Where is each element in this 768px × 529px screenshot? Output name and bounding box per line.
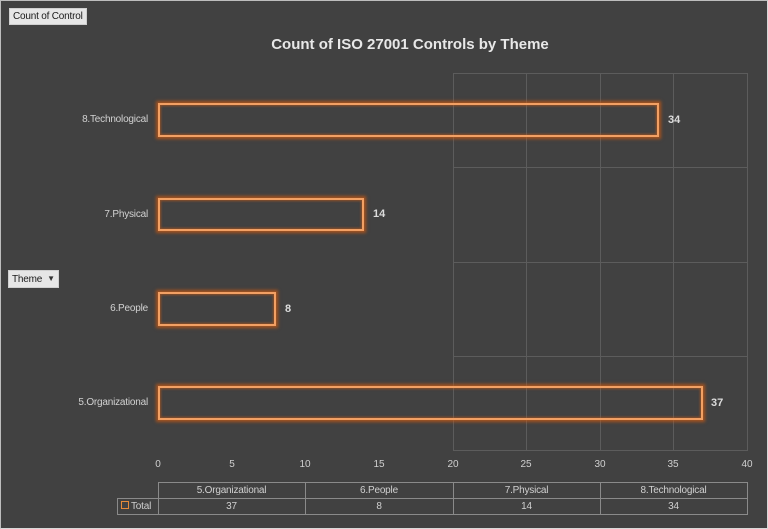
data-table-cell: 37 — [157, 498, 306, 515]
value-field-button[interactable]: Count of Control — [9, 8, 87, 25]
x-tick: 10 — [299, 459, 311, 470]
data-label-physical: 14 — [373, 208, 386, 220]
data-table-header: 6.People — [304, 482, 454, 499]
dropdown-arrow-icon: ▼ — [47, 274, 55, 283]
data-table-header: 8.Technological — [599, 482, 748, 499]
data-table-header-row: 5.Organizational 6.People 7.Physical 8.T… — [118, 482, 748, 499]
data-table-header: 5.Organizational — [157, 482, 306, 499]
gridline-h — [453, 356, 748, 357]
gridline-h — [453, 73, 748, 74]
value-field-label: Count of Control — [13, 11, 83, 22]
legend-key-icon — [121, 501, 129, 509]
category-label-people: 6.People — [110, 303, 148, 314]
x-tick: 40 — [741, 459, 753, 470]
x-tick: 20 — [447, 459, 459, 470]
gridline-v — [453, 73, 454, 450]
gridline-v — [526, 73, 527, 450]
gridline-h — [453, 262, 748, 263]
x-tick: 30 — [594, 459, 606, 470]
x-tick: 35 — [667, 459, 679, 470]
bar-physical[interactable] — [158, 198, 364, 231]
data-table-cell: 8 — [304, 498, 454, 515]
x-tick: 15 — [373, 459, 385, 470]
theme-filter-label: Theme — [12, 274, 43, 285]
gridline-h — [453, 450, 748, 451]
x-tick: 0 — [155, 459, 161, 470]
x-tick: 5 — [229, 459, 235, 470]
category-label-physical: 7.Physical — [104, 209, 148, 220]
bar-people[interactable] — [158, 292, 276, 326]
data-label-technological: 34 — [668, 114, 681, 126]
data-table-cell: 34 — [599, 498, 748, 515]
bar-technological[interactable] — [158, 103, 659, 137]
data-table-corner — [118, 483, 159, 499]
category-label-technological: 8.Technological — [82, 114, 148, 125]
data-label-people: 8 — [285, 303, 292, 315]
chart-title: Count of ISO 27001 Controls by Theme — [271, 36, 549, 53]
gridline-v — [673, 73, 674, 450]
data-table: 5.Organizational 6.People 7.Physical 8.T… — [117, 482, 748, 515]
data-table-row: Total 37 8 14 34 — [117, 498, 748, 515]
gridline-v — [600, 73, 601, 450]
gridline-v — [747, 73, 748, 450]
data-table-cell: 14 — [452, 498, 601, 515]
x-tick: 25 — [520, 459, 532, 470]
gridline-h — [453, 167, 748, 168]
category-label-organizational: 5.Organizational — [78, 397, 148, 408]
theme-filter-button[interactable]: Theme ▼ — [8, 270, 59, 288]
legend-label: Total — [131, 501, 152, 512]
data-label-organizational: 37 — [711, 397, 724, 409]
legend-entry-total: Total — [117, 498, 159, 515]
bar-organizational[interactable] — [158, 386, 703, 420]
data-table-header: 7.Physical — [452, 482, 601, 499]
